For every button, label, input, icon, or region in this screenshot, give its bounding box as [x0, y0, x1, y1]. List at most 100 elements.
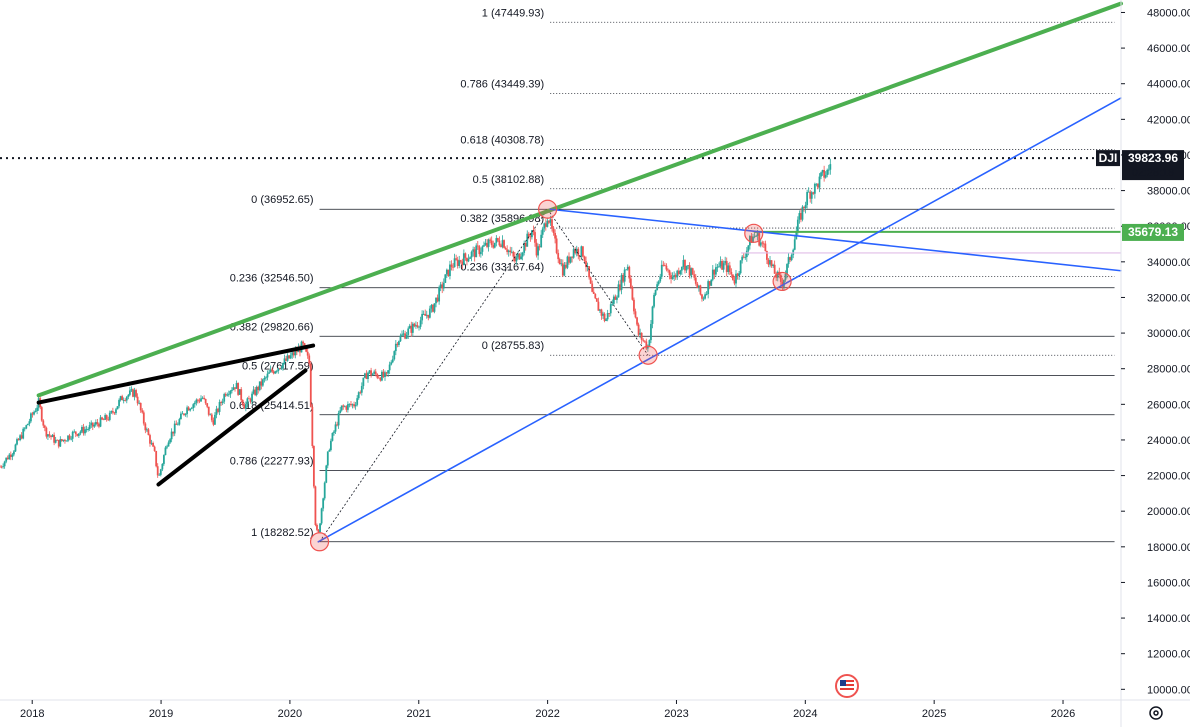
candle-body [636, 317, 638, 325]
y-tick-label: 38000.00 [1147, 186, 1190, 198]
candle-body [374, 371, 377, 375]
candle-body [504, 247, 507, 250]
candle-body [108, 412, 111, 420]
candle-body [419, 320, 422, 327]
candle-body [496, 238, 499, 241]
last-price-tag: 39823.96 02:28:18 [1122, 150, 1184, 181]
candle-body [487, 239, 490, 247]
candle-body [684, 259, 686, 271]
candle-body [679, 270, 682, 275]
candle-body [450, 264, 453, 267]
candle-body [164, 447, 167, 456]
candles-layer [0, 158, 832, 533]
candle-body [609, 304, 612, 314]
us-flag-icon[interactable] [835, 674, 859, 698]
candle-body [442, 282, 445, 289]
candle-body [741, 256, 744, 261]
fib-level-label: 0.236 (33167.64) [460, 262, 544, 274]
candle-body [316, 525, 318, 530]
candle-body [169, 439, 171, 443]
candle-body [291, 352, 294, 356]
candle-body [693, 274, 696, 278]
candle-body [379, 377, 382, 381]
gear-icon[interactable] [1149, 706, 1163, 720]
candle-body [708, 281, 711, 286]
candle-body [181, 413, 184, 415]
candle-body [424, 313, 427, 316]
candle-body [561, 263, 564, 276]
candle-body [30, 413, 32, 422]
candle-body [470, 251, 473, 258]
candle-body [744, 256, 747, 258]
candle-body [418, 326, 420, 328]
candle-body [750, 236, 753, 243]
candle-body [176, 424, 179, 426]
candle-body [438, 287, 441, 302]
candle-body [787, 257, 790, 265]
candle-body [783, 279, 785, 287]
candle-body [815, 183, 818, 185]
candle-body [583, 256, 586, 262]
candle-body [238, 389, 241, 395]
candle-body [183, 413, 185, 415]
candle-body [544, 223, 547, 227]
candle-body [614, 296, 617, 300]
zigzag-dotted-line [319, 209, 548, 543]
candle-body [130, 389, 133, 391]
candle-body [595, 298, 598, 302]
pivot-marker [744, 223, 764, 243]
candle-body [79, 431, 82, 434]
candle-body [444, 274, 447, 283]
candle-body [735, 273, 737, 284]
candle-body [569, 256, 572, 263]
candle-body [373, 371, 376, 374]
candle-body [415, 325, 417, 327]
candle-body [258, 381, 261, 391]
candle-body [796, 219, 799, 232]
candle-body [773, 264, 776, 274]
candle-body [110, 411, 113, 413]
candle-body [226, 394, 229, 396]
x-tick-label: 2018 [20, 708, 44, 720]
candle-body [498, 240, 501, 246]
candle-body [676, 270, 679, 278]
candle-body [411, 323, 414, 333]
candle-body [207, 406, 210, 415]
candle-body [190, 408, 193, 409]
candle-body [292, 352, 295, 356]
candle-body [806, 192, 809, 206]
symbol-tag: DJI [1096, 150, 1120, 167]
candle-body [588, 266, 591, 278]
candle-body [628, 266, 631, 279]
candle-body [308, 355, 311, 364]
fib-level-label: 0.5 (38102.88) [473, 174, 545, 186]
candle-body [543, 223, 546, 229]
candle-body [413, 323, 416, 327]
candle-body [142, 412, 145, 424]
candle-body [87, 428, 90, 430]
candle-body [659, 276, 662, 282]
candle-body [328, 450, 331, 452]
trend-line [156, 368, 308, 487]
candle-body [713, 269, 716, 275]
candle-body [98, 423, 100, 427]
candle-body [396, 343, 399, 345]
candle-body [337, 413, 340, 426]
candle-body [317, 529, 320, 533]
candle-body [50, 435, 52, 438]
candle-body [381, 371, 383, 381]
candle-body [821, 170, 824, 173]
candle-body [725, 260, 728, 272]
candle-body [817, 183, 819, 188]
candle-body [13, 451, 15, 455]
candle-body [507, 250, 510, 253]
candle-body [119, 396, 122, 401]
candle-body [721, 261, 723, 270]
candle-body [727, 265, 730, 272]
candle-body [138, 402, 141, 404]
candle-body [266, 373, 269, 378]
candle-body [739, 260, 742, 274]
candle-body [784, 273, 787, 280]
candle-body [251, 393, 253, 402]
